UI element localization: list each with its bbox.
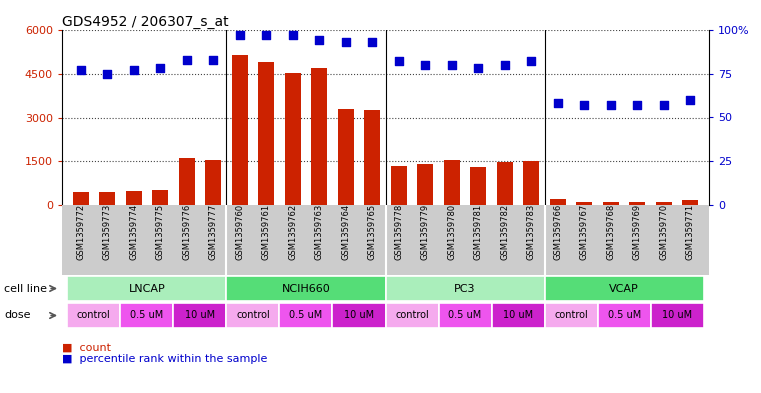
Bar xyxy=(227,275,386,301)
Text: 10 uM: 10 uM xyxy=(503,310,533,321)
Point xyxy=(287,32,299,39)
Bar xyxy=(683,200,699,205)
Bar xyxy=(444,160,460,205)
Point xyxy=(446,62,458,68)
Point xyxy=(658,102,670,108)
Bar xyxy=(227,303,279,329)
Bar xyxy=(126,191,142,205)
Bar xyxy=(603,202,619,205)
Bar xyxy=(99,193,115,205)
Text: 10 uM: 10 uM xyxy=(662,310,693,321)
Bar xyxy=(386,275,545,301)
Point xyxy=(605,102,617,108)
Text: ■  count: ■ count xyxy=(62,342,111,352)
Bar xyxy=(597,303,651,329)
Bar xyxy=(492,303,545,329)
Bar xyxy=(391,165,406,205)
Text: 0.5 uM: 0.5 uM xyxy=(448,310,482,321)
Text: NCIH660: NCIH660 xyxy=(282,283,330,294)
Point xyxy=(260,32,272,39)
Text: LNCAP: LNCAP xyxy=(129,283,165,294)
Bar xyxy=(524,161,540,205)
Bar xyxy=(365,110,380,205)
Bar xyxy=(258,62,274,205)
Bar xyxy=(311,68,327,205)
Point xyxy=(366,39,378,46)
Bar xyxy=(231,55,247,205)
Bar xyxy=(550,199,566,205)
Bar xyxy=(120,303,174,329)
Point xyxy=(473,65,485,72)
Bar xyxy=(338,109,354,205)
Bar xyxy=(67,275,227,301)
Bar xyxy=(386,303,438,329)
Point xyxy=(525,58,537,64)
Bar xyxy=(67,303,120,329)
Text: PC3: PC3 xyxy=(454,283,476,294)
Text: control: control xyxy=(236,310,270,321)
Point xyxy=(632,102,644,108)
Point xyxy=(207,57,219,63)
Bar xyxy=(438,303,492,329)
Point xyxy=(75,67,87,73)
Bar xyxy=(470,167,486,205)
Point xyxy=(339,39,352,46)
Text: 10 uM: 10 uM xyxy=(344,310,374,321)
Bar xyxy=(205,160,221,205)
Point xyxy=(313,37,325,44)
Text: 0.5 uM: 0.5 uM xyxy=(130,310,164,321)
Text: 0.5 uM: 0.5 uM xyxy=(289,310,323,321)
Bar xyxy=(651,303,704,329)
Bar xyxy=(576,202,592,205)
Text: 0.5 uM: 0.5 uM xyxy=(607,310,641,321)
Bar xyxy=(333,303,386,329)
Text: control: control xyxy=(77,310,110,321)
Point xyxy=(234,32,246,39)
Point xyxy=(393,58,405,64)
Text: control: control xyxy=(395,310,429,321)
Bar xyxy=(152,191,168,205)
Point xyxy=(128,67,140,73)
Text: control: control xyxy=(554,310,588,321)
Bar xyxy=(656,202,672,205)
Text: GDS4952 / 206307_s_at: GDS4952 / 206307_s_at xyxy=(62,15,228,29)
Point xyxy=(154,65,166,72)
Bar xyxy=(279,303,333,329)
Point xyxy=(419,62,431,68)
Bar xyxy=(174,303,227,329)
Point xyxy=(180,57,193,63)
Text: cell line: cell line xyxy=(4,283,47,294)
Point xyxy=(684,97,696,103)
Point xyxy=(552,100,564,107)
Bar xyxy=(417,164,433,205)
Bar xyxy=(285,73,301,205)
Point xyxy=(578,102,591,108)
Bar xyxy=(545,303,597,329)
Text: ■  percentile rank within the sample: ■ percentile rank within the sample xyxy=(62,354,267,364)
Bar xyxy=(72,193,88,205)
Bar xyxy=(497,162,513,205)
Point xyxy=(498,62,511,68)
Bar xyxy=(179,158,195,205)
Text: dose: dose xyxy=(4,310,30,321)
Bar xyxy=(545,275,704,301)
Point xyxy=(101,71,113,77)
Text: VCAP: VCAP xyxy=(610,283,639,294)
Text: 10 uM: 10 uM xyxy=(185,310,215,321)
Bar xyxy=(629,202,645,205)
